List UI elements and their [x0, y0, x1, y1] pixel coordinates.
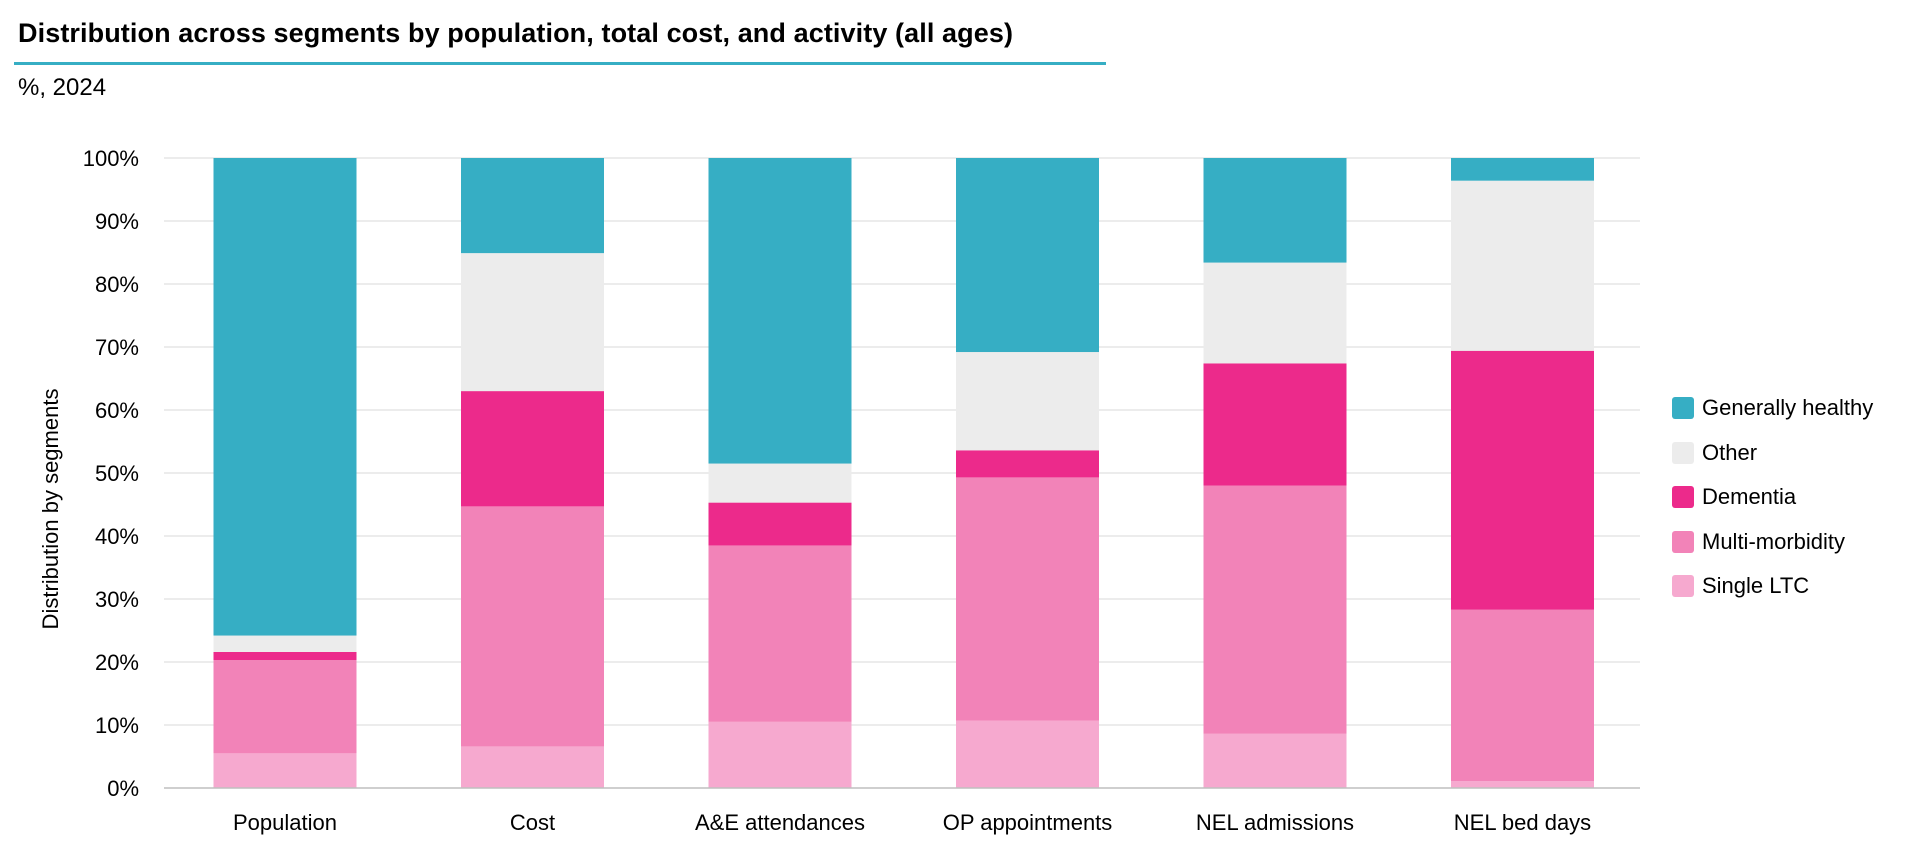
- chart-subtitle: %, 2024: [18, 74, 107, 101]
- legend-label: Multi-morbidity: [1702, 528, 1846, 554]
- bar-segment: [1203, 363, 1347, 486]
- y-tick-label: 70%: [95, 335, 139, 360]
- bar-segment: [213, 158, 357, 636]
- legend-swatch: [1672, 530, 1694, 553]
- bar-segment: [708, 721, 852, 788]
- bar-segment: [956, 352, 1099, 451]
- x-tick-label: A&E attendances: [695, 810, 865, 835]
- bar-segment: [708, 158, 852, 464]
- y-axis-label: Distribution by segments: [38, 389, 63, 630]
- bar-segment: [461, 158, 604, 254]
- legend-label: Generally healthy: [1702, 395, 1874, 421]
- x-tick-label: NEL admissions: [1196, 810, 1354, 835]
- bar-segment: [213, 651, 357, 661]
- legend-item: Dementia: [1672, 475, 1873, 520]
- bar-segment: [461, 391, 604, 507]
- legend-label: Single LTC: [1702, 573, 1810, 599]
- axes: 0% 10% 20% 30% 40% 50% 60% 70% 80% 90% 100% Populat…: [83, 146, 1640, 835]
- bar-segment: [956, 720, 1099, 788]
- bar-segment: [461, 506, 604, 747]
- title-underline: [14, 62, 1106, 65]
- bar-segment: [1203, 262, 1347, 364]
- legend-swatch: [1672, 397, 1694, 420]
- bar-segment: [1451, 158, 1594, 181]
- bar-segment: [213, 635, 357, 652]
- bar-segment: [1451, 781, 1594, 788]
- gridlines: [164, 157, 1640, 726]
- bar-segment: [956, 450, 1099, 478]
- legend-item: Generally healthy: [1672, 386, 1873, 431]
- y-tick-label: 20%: [95, 650, 139, 675]
- bar-segment: [1203, 158, 1347, 263]
- bar-segment: [1203, 485, 1347, 734]
- bar-segment: [956, 477, 1099, 721]
- y-tick-label: 60%: [95, 398, 139, 423]
- bar-segment: [1203, 733, 1347, 788]
- legend-label: Other: [1702, 439, 1758, 465]
- y-tick-label: 0%: [107, 776, 139, 801]
- y-tick-label: 30%: [95, 587, 139, 612]
- bar-segment: [708, 463, 852, 503]
- legend-label: Dementia: [1702, 484, 1797, 510]
- legend-swatch: [1672, 486, 1694, 509]
- legend-swatch: [1672, 575, 1694, 598]
- bar-segment: [461, 253, 604, 392]
- legend-item: Multi-morbidity: [1672, 520, 1873, 565]
- y-tick-label: 40%: [95, 524, 139, 549]
- bar-segment: [213, 753, 357, 788]
- y-tick-label: 100%: [83, 146, 139, 171]
- bar-segment: [461, 746, 604, 788]
- bar-segment: [956, 158, 1099, 353]
- y-tick-label: 80%: [95, 272, 139, 297]
- bars: [213, 158, 1594, 788]
- legend-item: Other: [1672, 431, 1873, 476]
- y-tick-label: 90%: [95, 209, 139, 234]
- legend: Generally healthy Other Dementia Multi-morb…: [1672, 386, 1873, 609]
- bar-segment: [1451, 609, 1594, 782]
- bar-segment: [708, 502, 852, 546]
- x-tick-label: OP appointments: [943, 810, 1113, 835]
- legend-swatch: [1672, 441, 1694, 464]
- y-tick-label: 10%: [95, 713, 139, 738]
- x-tick-label: Cost: [510, 810, 555, 835]
- x-tick-label: NEL bed days: [1454, 810, 1591, 835]
- bar-segment: [1451, 180, 1594, 351]
- bar-segment: [708, 545, 852, 722]
- y-tick-label: 50%: [95, 461, 139, 486]
- chart-title: Distribution across segments by populati…: [18, 18, 1014, 48]
- stacked-bar-chart: 0% 10% 20% 30% 40% 50% 60% 70% 80% 90% 100% Populat…: [38, 146, 1640, 835]
- legend-item: Single LTC: [1672, 564, 1873, 609]
- x-tick-label: Population: [233, 810, 337, 835]
- bar-segment: [1451, 350, 1594, 610]
- bar-segment: [213, 660, 357, 754]
